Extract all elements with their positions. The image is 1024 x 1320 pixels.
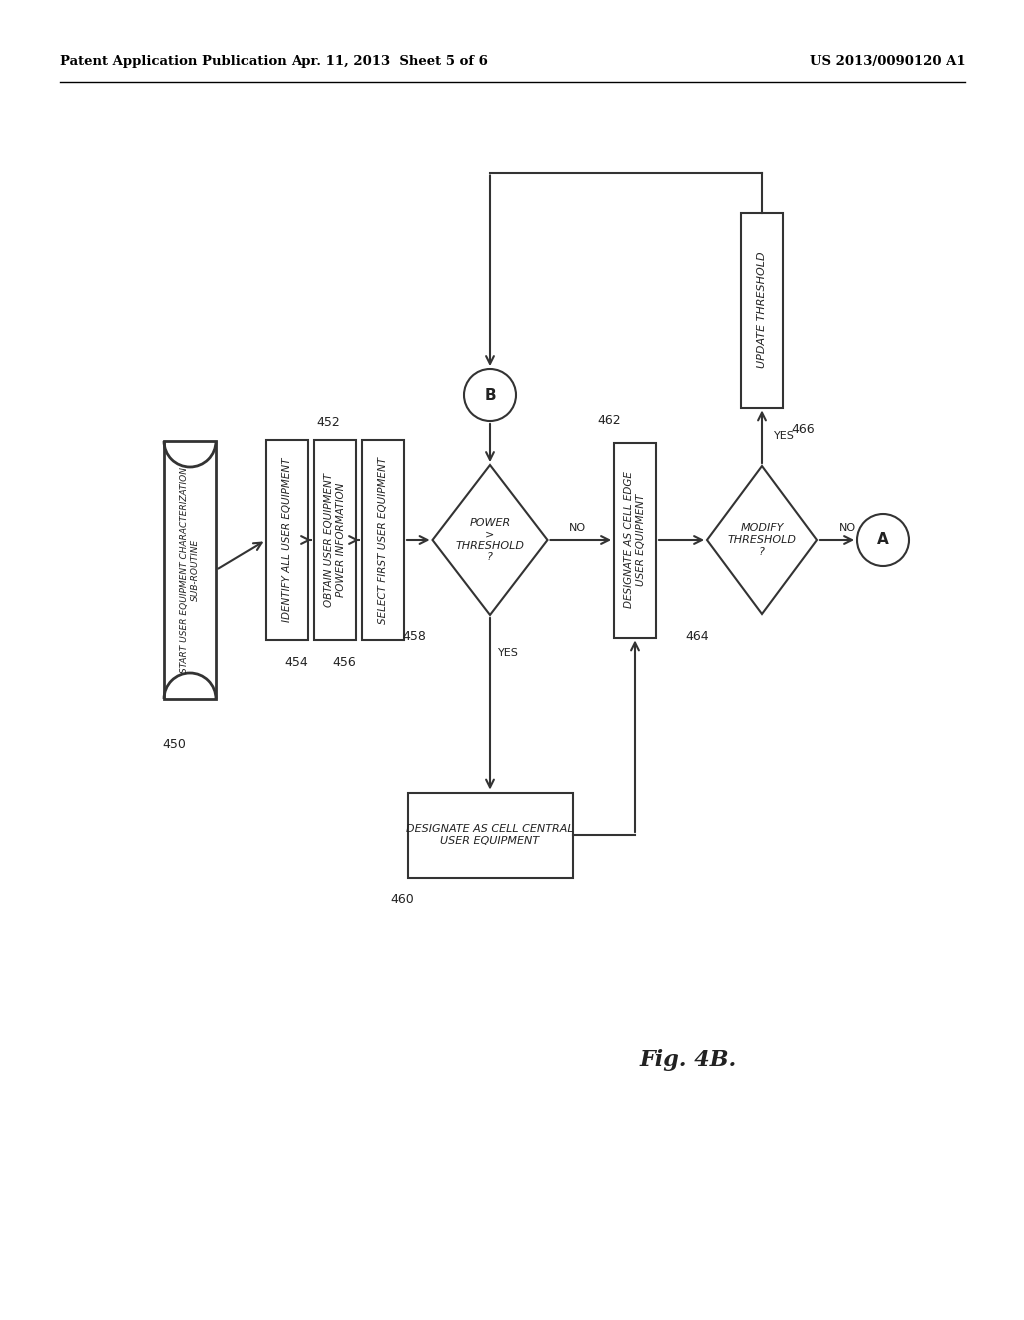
Text: 458: 458	[402, 631, 426, 644]
Text: DESIGNATE AS CELL CENTRAL
USER EQUIPMENT: DESIGNATE AS CELL CENTRAL USER EQUIPMENT	[407, 824, 573, 846]
Text: IDENTIFY ALL USER EQUIPMENT: IDENTIFY ALL USER EQUIPMENT	[282, 458, 292, 622]
Bar	[362, 440, 404, 640]
Text: B: B	[484, 388, 496, 403]
Bar	[741, 213, 783, 408]
Bar	[314, 440, 356, 640]
Text: US 2013/0090120 A1: US 2013/0090120 A1	[810, 55, 966, 69]
Text: 452: 452	[316, 416, 340, 429]
Text: A: A	[878, 532, 889, 548]
Bar	[408, 792, 572, 878]
Text: NO: NO	[839, 523, 856, 533]
Text: MODIFY
THRESHOLD
?: MODIFY THRESHOLD ?	[727, 524, 797, 557]
Text: SELECT FIRST USER EQUIPMENT: SELECT FIRST USER EQUIPMENT	[378, 457, 388, 623]
Text: YES: YES	[498, 648, 518, 657]
Bar	[164, 441, 216, 700]
Text: 462: 462	[597, 414, 621, 426]
Text: YES: YES	[773, 432, 795, 441]
Text: 456: 456	[332, 656, 356, 668]
Text: START USER EQUIPMENT CHARACTERIZATION
SUB-ROUTINE: START USER EQUIPMENT CHARACTERIZATION SU…	[180, 467, 200, 673]
Text: 454: 454	[284, 656, 308, 668]
Text: OBTAIN USER EQUIPMENT
POWER INFORMATION: OBTAIN USER EQUIPMENT POWER INFORMATION	[325, 473, 346, 607]
Text: Patent Application Publication: Patent Application Publication	[60, 55, 287, 69]
Text: UPDATE THRESHOLD: UPDATE THRESHOLD	[757, 252, 767, 368]
Bar	[266, 440, 308, 640]
Text: 460: 460	[390, 894, 415, 906]
Text: 450: 450	[162, 738, 186, 751]
Text: Fig. 4B.: Fig. 4B.	[640, 1049, 737, 1071]
Text: 466: 466	[792, 422, 815, 436]
Text: DESIGNATE AS CELL EDGE
USER EQUIPMENT: DESIGNATE AS CELL EDGE USER EQUIPMENT	[625, 471, 646, 609]
Text: Apr. 11, 2013  Sheet 5 of 6: Apr. 11, 2013 Sheet 5 of 6	[292, 55, 488, 69]
Text: NO: NO	[569, 523, 586, 533]
Text: POWER
>
THRESHOLD
?: POWER > THRESHOLD ?	[456, 517, 524, 562]
Bar	[614, 442, 656, 638]
Text: 464: 464	[685, 630, 709, 643]
